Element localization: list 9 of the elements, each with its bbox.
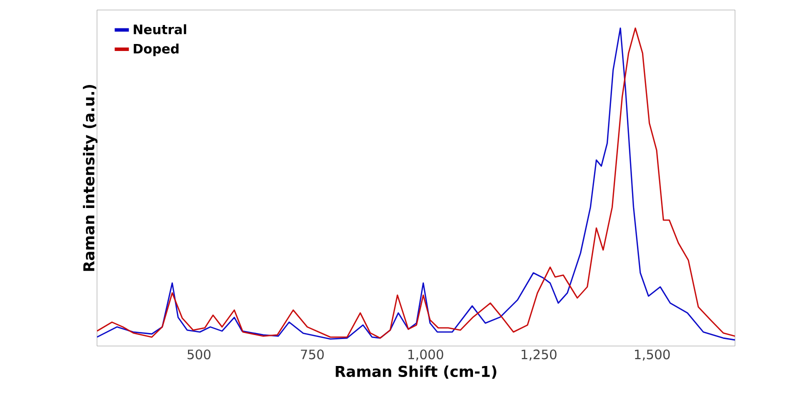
legend-label: Neutral — [134, 24, 186, 34]
x-axis-title: Raman Shift (cm-1) — [336, 365, 496, 379]
x-tick-label: 750 — [300, 350, 324, 360]
y-axis-title: Raman intensity (a.u.) — [82, 84, 98, 271]
x-tick-label: 500 — [188, 350, 210, 360]
x-tick-label: 1,500 — [634, 350, 670, 361]
x-tick-label: 1,000 — [408, 350, 444, 361]
x-tick-label: 1,250 — [522, 350, 556, 361]
legend-label: Doped — [134, 44, 178, 56]
